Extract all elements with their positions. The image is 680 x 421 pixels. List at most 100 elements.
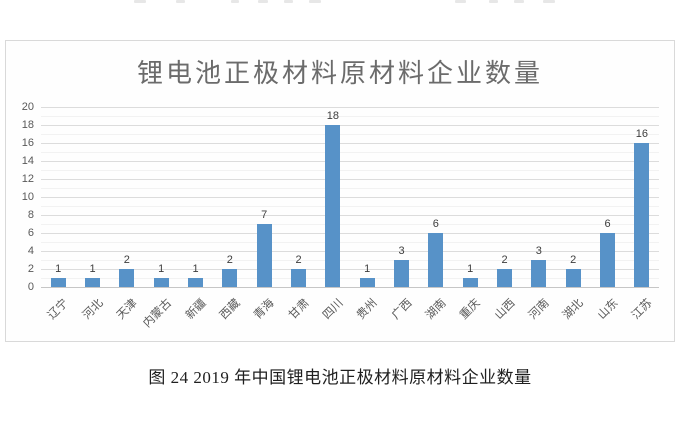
x-axis-tick-label: 湖北 (561, 297, 586, 322)
bar-广西 (394, 260, 409, 287)
x-axis-tick-label: 山西 (492, 297, 518, 322)
bar-河南 (531, 260, 547, 287)
bar-江苏 (634, 143, 650, 287)
bar-河北 (85, 278, 100, 287)
bar-value-label: 3 (398, 245, 405, 257)
text-fragment (543, 0, 555, 3)
x-axis-tick-label: 新疆 (183, 297, 209, 322)
x-axis-tick-label: 青海 (252, 297, 277, 322)
bar-value-label: 16 (635, 128, 648, 140)
y-axis-tick-label: 10 (21, 191, 34, 203)
gridline-major (41, 179, 659, 180)
text-fragment (309, 0, 321, 3)
bar-value-label: 7 (261, 209, 268, 221)
text-fragment (455, 0, 466, 3)
gridline-major (41, 161, 659, 162)
y-axis-tick-label: 18 (21, 119, 34, 131)
bar-value-label: 1 (89, 263, 96, 275)
x-axis-tick-label: 内蒙古 (140, 297, 174, 331)
y-axis-tick-label: 14 (21, 155, 34, 167)
y-axis-tick-label: 6 (27, 227, 34, 239)
bar-湖南 (428, 233, 444, 287)
bar-甘肃 (291, 269, 306, 287)
bar-value-label: 1 (158, 263, 165, 275)
gridline-minor (41, 188, 659, 189)
bar-value-label: 2 (226, 254, 233, 266)
bar-西藏 (222, 269, 238, 287)
bar-value-label: 3 (535, 245, 542, 257)
bar-value-label: 1 (467, 263, 474, 275)
gridline-minor (41, 224, 659, 225)
x-axis-tick-label: 河北 (80, 297, 106, 322)
bar-value-label: 2 (570, 254, 577, 266)
text-fragment (284, 0, 293, 3)
text-fragment (514, 0, 524, 3)
text-fragment (134, 0, 146, 3)
bar-新疆 (188, 278, 203, 287)
bar-重庆 (462, 278, 478, 287)
plot-area: 1 1 2 1 1 2 7 2 18 1 3 6 1 2 3 2 6 16 (41, 107, 659, 288)
x-axis-tick-label: 贵州 (355, 297, 380, 322)
y-axis-tick-label: 12 (21, 173, 34, 185)
bar-value-label: 18 (326, 110, 339, 122)
bar-value-label: 2 (501, 254, 508, 266)
gridline-minor (41, 260, 659, 261)
gridline-minor (41, 134, 659, 135)
y-axis-tick-label: 0 (27, 281, 34, 293)
bar-山东 (600, 233, 615, 287)
text-fragment (176, 0, 185, 3)
y-axis-tick-label: 4 (27, 245, 34, 257)
bar-value-label: 1 (55, 263, 62, 275)
text-fragment (489, 0, 498, 3)
gridline-major (41, 197, 659, 198)
bar-四川 (325, 125, 341, 287)
bar-value-label: 6 (432, 218, 439, 230)
bar-青海 (256, 224, 272, 287)
x-axis-tick-label: 河南 (526, 297, 552, 322)
gridline-major (41, 233, 659, 234)
gridline-major (41, 251, 659, 252)
gridline-minor (41, 278, 659, 279)
bar-value-label: 2 (123, 254, 130, 266)
gridline-major (41, 125, 659, 126)
gridline-major (41, 107, 659, 108)
x-axis-tick-label: 广西 (389, 297, 415, 322)
gridline-major (41, 287, 659, 288)
x-axis-tick-label: 山东 (595, 297, 621, 322)
x-axis-tick-label: 甘肃 (286, 297, 312, 322)
y-axis-tick-label: 16 (21, 137, 34, 149)
bar-内蒙古 (153, 278, 169, 287)
bar-天津 (119, 269, 135, 287)
gridline-major (41, 143, 659, 144)
text-fragment (231, 0, 239, 3)
bar-山西 (497, 269, 512, 287)
figure-caption: 图 24 2019 年中国锂电池正极材料原材料企业数量 (148, 368, 532, 387)
gridline-minor (41, 206, 659, 207)
x-axis-tick-label: 天津 (114, 297, 140, 322)
chart-title: 锂电池正极材料原材料企业数量 (136, 58, 543, 88)
gridline-major (41, 269, 659, 270)
x-axis-tick-label: 四川 (320, 297, 346, 322)
bar-辽宁 (50, 278, 66, 287)
x-axis-tick-label: 江苏 (629, 297, 655, 322)
y-axis-tick-label: 8 (27, 209, 34, 221)
x-axis-tick-label: 湖南 (423, 297, 449, 322)
gridline-minor (41, 116, 659, 117)
x-axis-tick-label: 辽宁 (46, 297, 71, 322)
cropped-text-fragments (0, 0, 680, 5)
y-axis-tick-label: 20 (21, 101, 34, 113)
bar-贵州 (359, 278, 375, 287)
text-fragment (258, 0, 268, 3)
bar-value-label: 1 (192, 263, 199, 275)
gridline-minor (41, 170, 659, 171)
bar-湖北 (565, 269, 581, 287)
x-axis-tick-label: 西藏 (217, 297, 243, 322)
bar-value-label: 1 (364, 263, 371, 275)
gridline-minor (41, 152, 659, 153)
gridline-minor (41, 242, 659, 243)
x-axis-tick-label: 重庆 (458, 297, 483, 322)
bar-value-label: 2 (295, 254, 302, 266)
bar-value-label: 6 (604, 218, 611, 230)
